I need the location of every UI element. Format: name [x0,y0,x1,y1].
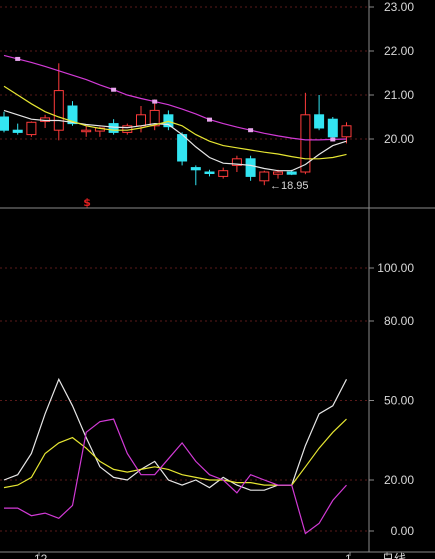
candle-down [67,105,78,125]
ma-long-marker [330,137,336,142]
candle-up [218,170,229,177]
candle-up [81,129,92,133]
candle-up [341,125,352,138]
candle-up [149,109,160,127]
candle-up [26,121,37,136]
candle-up [231,158,242,166]
low-price-annotation: ←18.95 [270,180,309,192]
indicator-tick-label: 100.00 [377,261,414,275]
price-tick-label: 22.00 [384,44,414,58]
ma-long-marker [152,99,158,104]
candle-down [108,123,119,133]
candle-up [259,171,270,182]
indicator-line-ma-long [4,418,347,535]
indicator-tick-label: 0.00 [391,524,415,538]
ma-long-marker [111,87,117,92]
price-tick-label: 23.00 [384,0,414,14]
indicator-tick-label: 50.00 [384,394,414,408]
candle-down [204,171,215,174]
candle-down [12,129,23,133]
time-tick-label: 1 [345,552,352,559]
candle-up [300,114,311,173]
indicator-tick-label: 80.00 [384,314,414,328]
signal-marker: $ [83,196,91,209]
candle-down [286,171,297,175]
candle-up [273,171,283,175]
ma-mid-line [3,109,347,172]
annotations: ←18.95 $ [83,180,308,209]
ma-long-marker [207,117,212,122]
candle-up [53,90,64,131]
price-panel[interactable]: ←18.95 $ [0,54,352,209]
candle-down [314,114,325,129]
candle-down [190,167,201,171]
candle-down [163,114,174,128]
moving-average-lines [3,54,347,172]
ma-long-marker [15,56,21,61]
candle-down [177,134,188,162]
indicator-lines [3,377,348,535]
ma-short-line [3,85,347,160]
indicator-tick-label: 20.00 [384,473,414,487]
candle-down [245,158,256,177]
candle-down [327,118,338,138]
price-tick-label: 21.00 [384,88,414,102]
time-tick-label: 日线 [382,552,406,559]
price-tick-label: 20.00 [384,132,414,146]
ma-long-marker [248,128,254,133]
indicator-panel[interactable] [3,377,348,535]
ma-long-line [3,54,347,141]
indicator-line-ma-mid [3,377,348,491]
time-tick-label: 12 [34,552,48,559]
candle-up [136,114,146,127]
indicator-line-ma-short [3,418,347,489]
grid-layer [0,6,369,532]
candlesticks [0,63,352,186]
candle-down [0,116,9,131]
